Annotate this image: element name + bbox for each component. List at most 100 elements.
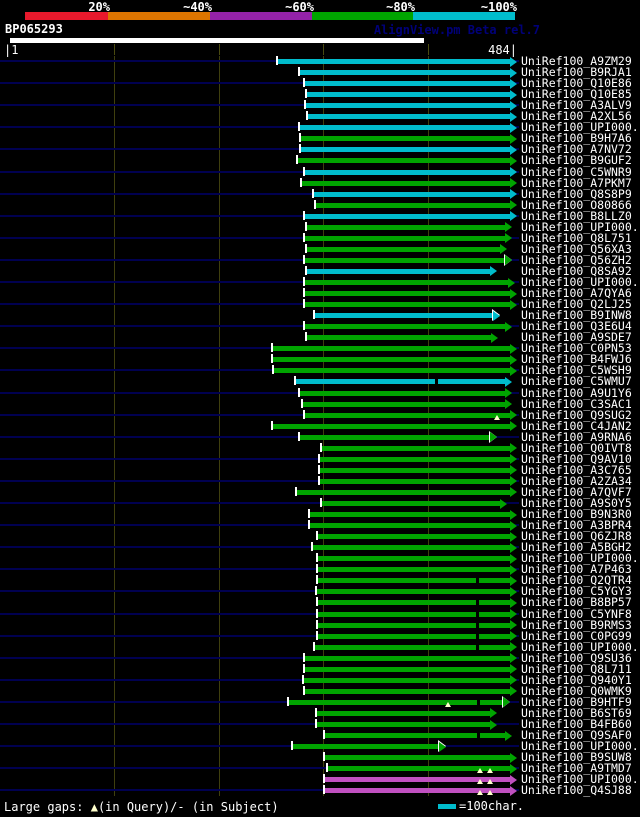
alignment-bar[interactable]	[298, 158, 511, 164]
alignment-bar[interactable]	[273, 346, 511, 352]
hit-label[interactable]: UniRef100_Q8S8P9	[521, 186, 632, 201]
hit-label[interactable]: UniRef100_UPI000..	[521, 551, 640, 566]
alignment-bar[interactable]	[317, 589, 511, 595]
alignment-bar[interactable]	[318, 556, 511, 562]
alignment-bar[interactable]	[308, 114, 511, 120]
hit-label[interactable]: UniRef100_A3BPR4	[521, 518, 632, 533]
alignment-bar[interactable]	[307, 246, 501, 252]
hit-label[interactable]: UniRef100_B4FB60	[521, 717, 632, 731]
alignment-bar[interactable]	[325, 733, 506, 739]
hit-label[interactable]: UniRef100_B9RMS3	[521, 617, 632, 632]
hit-label[interactable]: UniRef100_Q8L751	[521, 230, 632, 245]
alignment-bar[interactable]	[274, 368, 511, 374]
hit-label[interactable]: UniRef100_Q8SA92	[521, 263, 632, 278]
hit-label[interactable]: UniRef100_A9SDE7	[521, 330, 632, 345]
hit-label[interactable]: UniRef100_C5YGY3	[521, 584, 632, 599]
alignment-bar[interactable]	[325, 755, 511, 761]
alignment-bar[interactable]	[296, 379, 506, 385]
hit-label[interactable]: UniRef100_C3SAC1	[521, 396, 632, 411]
hit-label[interactable]: UniRef100_Q56ZH2	[521, 252, 632, 267]
hit-label[interactable]: UniRef100_A7P463	[521, 562, 632, 577]
alignment-bar[interactable]	[320, 478, 511, 484]
hit-label[interactable]: UniRef100_A3ALV9	[521, 98, 632, 113]
alignment-bar[interactable]	[322, 501, 501, 506]
alignment-bar[interactable]	[305, 169, 511, 175]
hit-label[interactable]: UniRef100_Q6ZJR8	[521, 529, 632, 544]
hit-label[interactable]: UniRef100_Q8L711	[521, 661, 632, 676]
hit-label[interactable]: UniRef100_B9SUW8	[521, 750, 632, 765]
alignment-bar[interactable]	[307, 224, 506, 230]
hit-label[interactable]: UniRef100_A7NV72	[521, 142, 632, 157]
alignment-bar[interactable]	[314, 191, 511, 197]
hit-label[interactable]: UniRef100_B8LLZ0	[521, 208, 632, 223]
hit-label[interactable]: UniRef100_A7QYA6	[521, 286, 632, 301]
alignment-bar[interactable]	[300, 390, 506, 396]
alignment-bar[interactable]	[307, 268, 491, 274]
alignment-bar[interactable]	[304, 677, 511, 683]
alignment-bar[interactable]	[322, 445, 511, 451]
hit-label[interactable]: UniRef100_A9S0Y5	[521, 496, 632, 510]
hit-label[interactable]: UniRef100_Q10E85	[521, 87, 632, 102]
alignment-bar[interactable]	[305, 666, 511, 672]
hit-label[interactable]: UniRef100_A2ZA34	[521, 473, 632, 488]
alignment-bar[interactable]	[289, 699, 504, 705]
alignment-bar[interactable]	[305, 280, 509, 285]
alignment-bar[interactable]	[278, 59, 511, 64]
hit-label[interactable]: UniRef100_Q9SU36	[521, 650, 632, 665]
hit-label[interactable]: UniRef100_Q3E6U4	[521, 319, 632, 334]
alignment-bar[interactable]	[315, 313, 494, 319]
alignment-bar[interactable]	[300, 70, 511, 76]
alignment-bar[interactable]	[305, 324, 506, 330]
alignment-bar[interactable]	[307, 335, 492, 341]
alignment-bar[interactable]	[303, 401, 506, 407]
hit-label[interactable]: UniRef100_A5BGH2	[521, 540, 632, 555]
alignment-bar[interactable]	[318, 611, 511, 617]
alignment-bar[interactable]	[301, 136, 511, 142]
hit-label[interactable]: UniRef100_Q9SUG2	[521, 407, 632, 422]
alignment-bar[interactable]	[316, 202, 511, 208]
hit-label[interactable]: UniRef100_A2XL56	[521, 109, 632, 124]
alignment-bar[interactable]	[325, 788, 511, 794]
alignment-bar[interactable]	[318, 633, 511, 639]
alignment-bar[interactable]	[297, 489, 511, 495]
hit-label[interactable]: UniRef100_C0PN53	[521, 341, 632, 356]
hit-label[interactable]: UniRef100_UPI000..	[521, 739, 640, 754]
hit-label[interactable]: UniRef100_A9ZM29	[521, 54, 632, 68]
hit-label[interactable]: UniRef100_UPI000..	[521, 219, 640, 234]
hit-label[interactable]: UniRef100_A9U1Y6	[521, 385, 632, 400]
alignment-bar[interactable]	[300, 434, 491, 440]
alignment-bar[interactable]	[317, 710, 491, 716]
alignment-bar[interactable]	[310, 523, 511, 529]
hit-label[interactable]: UniRef100_UPI000..	[521, 120, 640, 135]
alignment-bar[interactable]	[305, 688, 511, 694]
alignment-bar[interactable]	[318, 534, 511, 540]
hit-label[interactable]: UniRef100_Q2LJ25	[521, 297, 632, 312]
hit-label[interactable]: UniRef100_C5YNF8	[521, 606, 632, 621]
hit-label[interactable]: UniRef100_B9N3R0	[521, 507, 632, 522]
alignment-bar[interactable]	[305, 257, 506, 263]
hit-label[interactable]: UniRef100_B8BP57	[521, 595, 632, 610]
hit-label[interactable]: UniRef100_Q4SJ88	[521, 783, 632, 798]
hit-label[interactable]: UniRef100_O80866	[521, 197, 632, 212]
alignment-bar[interactable]	[305, 291, 511, 297]
hit-label[interactable]: UniRef100_B4FWJ6	[521, 352, 632, 367]
hit-label[interactable]: UniRef100_C5WSH9	[521, 363, 632, 378]
hit-label[interactable]: UniRef100_Q56XA3	[521, 241, 632, 256]
hit-label[interactable]: UniRef100_Q2QTR4	[521, 573, 632, 588]
hit-label[interactable]: UniRef100_C5WMU7	[521, 374, 632, 389]
hit-label[interactable]: UniRef100_B9RJA1	[521, 65, 632, 80]
alignment-bar[interactable]	[305, 302, 511, 308]
hit-label[interactable]: UniRef100_Q0WMK9	[521, 683, 632, 698]
alignment-bar[interactable]	[301, 147, 511, 153]
alignment-bar[interactable]	[307, 92, 511, 98]
alignment-bar[interactable]	[317, 722, 491, 727]
hit-label[interactable]: UniRef100_A9TMD7	[521, 761, 632, 776]
alignment-bar[interactable]	[305, 213, 511, 219]
alignment-bar[interactable]	[305, 235, 506, 241]
hit-label[interactable]: UniRef100_UPI000..	[521, 639, 640, 654]
alignment-bar[interactable]	[328, 766, 511, 772]
hit-label[interactable]: UniRef100_UPI000..	[521, 275, 640, 289]
alignment-bar[interactable]	[305, 81, 511, 87]
alignment-bar[interactable]	[318, 578, 511, 584]
alignment-bar[interactable]	[318, 567, 511, 573]
